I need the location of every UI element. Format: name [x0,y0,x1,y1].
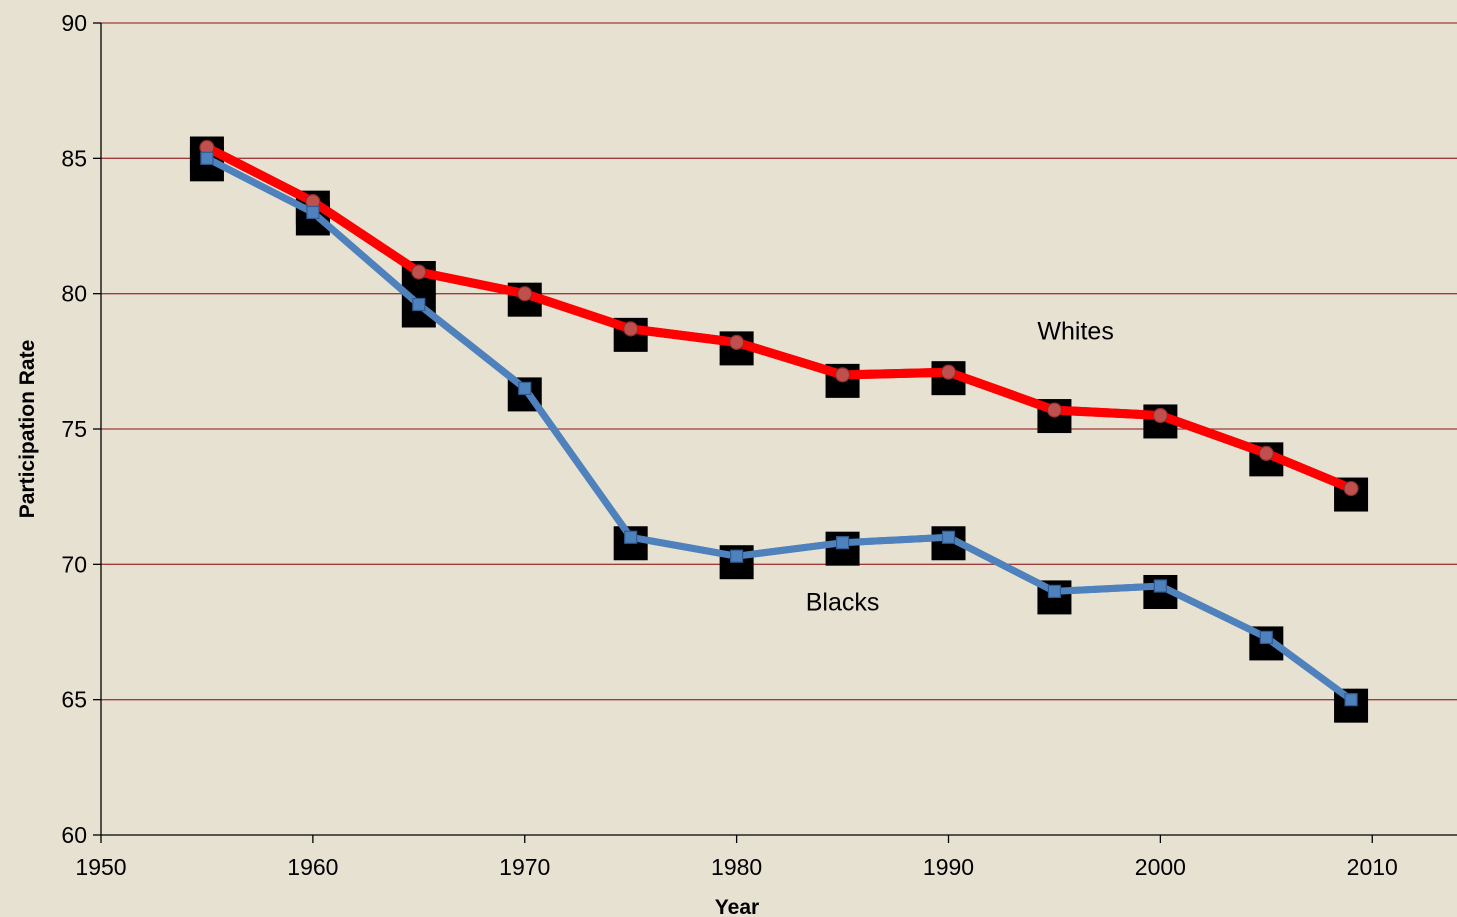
data-point-blacks-2000 [1153,579,1167,593]
data-point-blacks-1990 [941,530,956,544]
y-tick-label-75: 75 [61,416,87,442]
series-line-overlay-whites [202,143,1356,493]
data-point-whites-1985 [834,367,851,383]
x-axis-title: Year [715,896,759,917]
y-axis-title: Participation Rate [16,340,39,519]
data-point-blacks-1985 [835,536,850,550]
data-point-blacks-1965 [412,297,426,312]
x-tick-labels: 1950 1960 1970 1980 1990 2000 2010 [75,854,1397,880]
series-label-blacks: Blacks [806,588,880,616]
y-tick-label-90: 90 [61,10,87,36]
x-tick-label-1970: 1970 [499,854,550,880]
data-point-blacks-2005 [1259,630,1273,645]
data-point-blacks-1955 [200,151,214,165]
axes [93,22,1457,843]
y-tick-label-65: 65 [61,687,87,713]
data-point-blacks-1960 [306,205,320,220]
data-point-blacks-1970 [518,381,532,395]
y-tick-label-70: 70 [61,551,87,577]
data-point-whites-1995 [1046,402,1063,418]
series-label-whites: Whites [1037,318,1113,346]
y-tick-label-80: 80 [61,281,87,307]
data-point-blacks-1980 [730,549,744,563]
data-point-whites-2005 [1258,445,1274,461]
data-point-whites-2000 [1152,407,1168,424]
x-tick-label-1990: 1990 [923,854,974,880]
series-line-overlay-blacks [203,154,1355,704]
data-point-blacks-2009 [1344,693,1358,707]
x-tick-label-2000: 2000 [1135,854,1186,880]
data-point-blacks-1995 [1047,584,1062,599]
data-point-whites-1970 [517,286,533,302]
gridlines [101,22,1457,701]
y-tick-labels: 60 65 70 75 80 85 90 [61,10,87,848]
data-point-whites-1965 [411,264,427,280]
data-point-whites-1980 [729,334,745,350]
y-tick-label-85: 85 [61,145,87,171]
data-point-blacks-1975 [624,530,638,544]
x-tick-label-1960: 1960 [287,854,338,880]
data-point-whites-2009 [1343,480,1359,497]
annotations: Whites Blacks [806,318,1114,617]
data-point-whites-1990 [940,364,957,380]
x-tick-label-1950: 1950 [75,854,126,880]
x-tick-label-2010: 2010 [1347,854,1398,880]
data-point-whites-1975 [623,321,639,337]
series-layer [189,136,1369,723]
x-tick-label-1980: 1980 [711,854,762,880]
y-tick-label-60: 60 [61,822,87,848]
